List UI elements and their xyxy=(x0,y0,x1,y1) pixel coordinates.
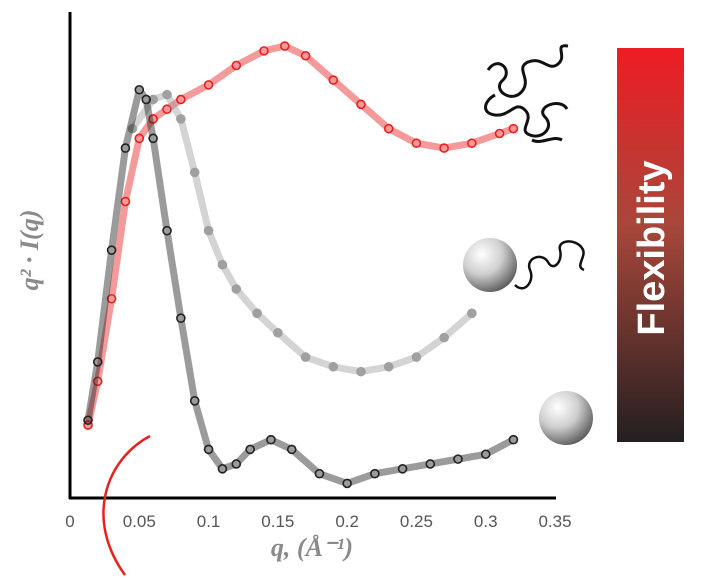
data-point xyxy=(217,464,228,474)
data-point xyxy=(120,196,131,207)
data-point xyxy=(383,123,394,134)
x-tick-label: 0.3 xyxy=(474,512,498,531)
data-point xyxy=(134,133,145,144)
data-point xyxy=(508,123,519,134)
sphere-icon xyxy=(463,238,517,292)
data-point xyxy=(83,420,93,430)
data-point xyxy=(203,80,214,90)
data-point xyxy=(300,50,311,61)
arc-decoration xyxy=(102,434,151,576)
data-point xyxy=(141,94,152,105)
data-point xyxy=(245,444,255,455)
x-tick-label: 0 xyxy=(65,512,74,531)
data-point xyxy=(92,357,103,367)
data-point xyxy=(494,128,505,139)
data-point xyxy=(162,225,172,236)
data-point xyxy=(411,138,422,149)
x-tick-label: 0.1 xyxy=(197,512,221,531)
data-point xyxy=(467,138,477,149)
plot-area xyxy=(83,41,519,489)
data-point xyxy=(92,376,103,387)
x-tick-label: 0.2 xyxy=(335,512,359,531)
data-point xyxy=(162,104,172,114)
data-point xyxy=(383,361,394,372)
data-point xyxy=(328,361,339,372)
flexibility-label: Flexibility xyxy=(631,160,673,335)
data-point xyxy=(273,327,283,338)
data-point xyxy=(252,308,262,319)
x-tick-label: 0.35 xyxy=(538,512,571,531)
data-point xyxy=(162,89,172,100)
x-tick-label: 0.05 xyxy=(123,512,156,531)
data-point xyxy=(127,123,138,134)
data-point xyxy=(189,167,200,178)
data-point xyxy=(356,366,366,377)
data-point xyxy=(467,308,477,319)
data-point xyxy=(189,395,200,406)
data-point xyxy=(259,46,269,56)
flexibility-bar xyxy=(617,48,684,442)
data-point xyxy=(279,41,290,51)
data-point xyxy=(328,75,339,85)
data-point xyxy=(148,133,158,144)
data-point xyxy=(453,454,463,464)
data-point xyxy=(342,478,352,489)
data-point xyxy=(106,293,117,304)
chain-icon xyxy=(484,44,569,143)
data-point xyxy=(106,245,117,255)
x-tick-label: 0.25 xyxy=(400,512,433,531)
data-point xyxy=(411,352,422,362)
data-point xyxy=(203,444,214,455)
data-point xyxy=(397,464,408,474)
data-point xyxy=(176,94,186,105)
data-point xyxy=(176,114,186,124)
data-point xyxy=(148,94,158,105)
data-point xyxy=(231,60,242,71)
data-point xyxy=(439,332,449,343)
series-trace xyxy=(84,42,517,429)
data-point xyxy=(480,449,491,460)
data-point xyxy=(134,84,145,95)
data-point xyxy=(314,468,325,479)
data-point xyxy=(266,434,276,445)
x-tick-label: 0.15 xyxy=(261,512,294,531)
data-point xyxy=(300,352,311,362)
data-point xyxy=(439,143,449,153)
data-point xyxy=(356,99,366,110)
data-point xyxy=(83,415,93,426)
data-point xyxy=(148,114,158,124)
data-point xyxy=(508,434,519,445)
tail-icon xyxy=(514,240,585,290)
x-axis-label: q, (Å⁻¹) xyxy=(271,533,353,562)
sphere-icon xyxy=(539,391,593,445)
data-point xyxy=(286,444,297,455)
y-axis-label: q² · I(q) xyxy=(15,210,44,291)
data-point xyxy=(231,459,242,469)
data-point xyxy=(203,225,214,236)
data-point xyxy=(176,313,186,323)
data-point xyxy=(370,468,380,479)
data-point xyxy=(425,459,436,469)
data-point xyxy=(120,143,131,153)
data-point xyxy=(231,284,242,294)
data-point xyxy=(217,259,228,270)
